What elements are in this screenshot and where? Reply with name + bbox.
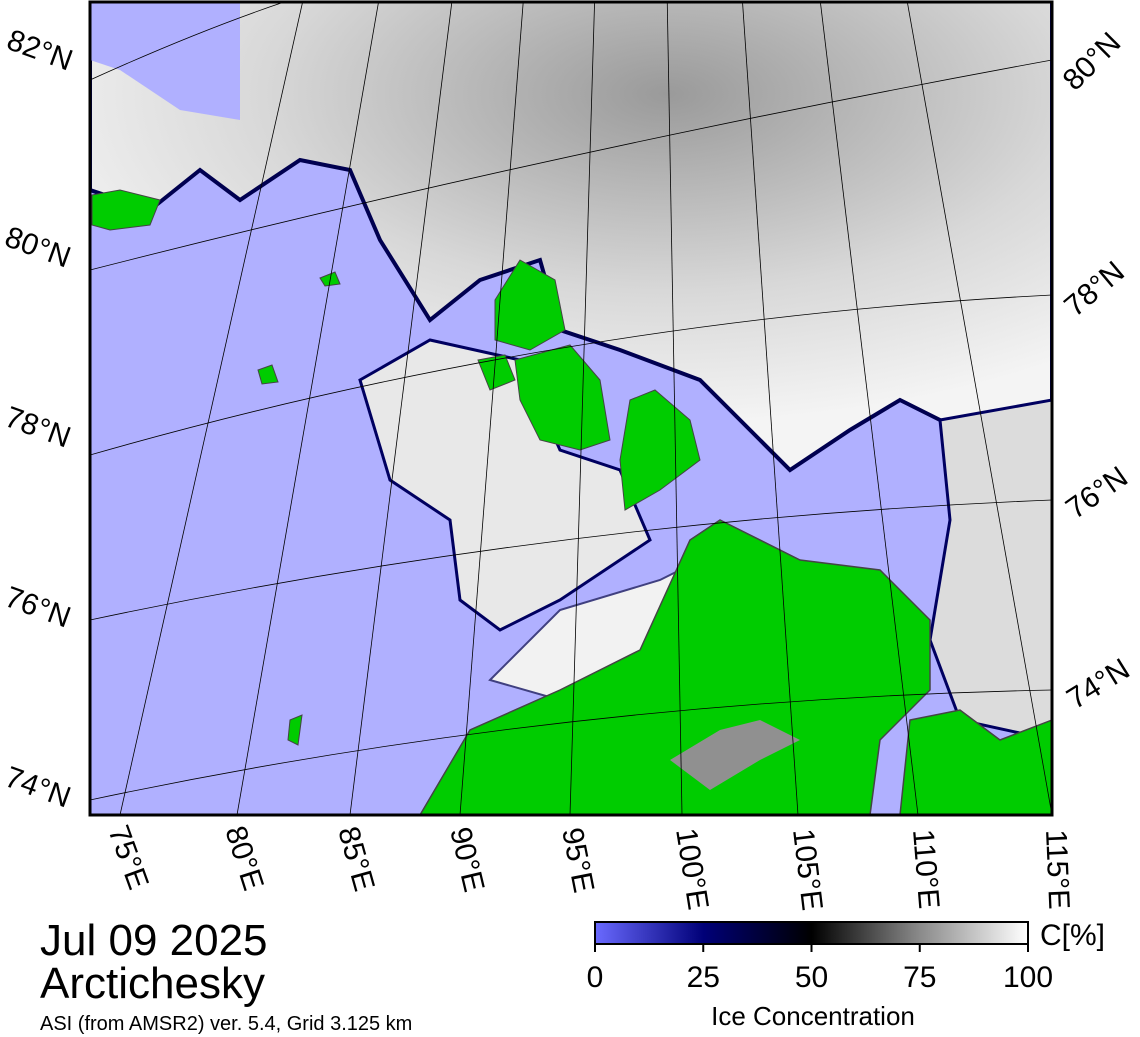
colorbar-tick-label: 100 [1003, 961, 1053, 994]
lat-label: 78°N [1058, 255, 1131, 323]
lon-label: 110°E [906, 828, 945, 910]
lon-label: 90°E [443, 824, 490, 895]
island [287, 714, 303, 746]
colorbar-tick-label: 25 [687, 961, 720, 994]
lon-label: 115°E [1039, 829, 1075, 910]
island [619, 389, 701, 511]
island [494, 259, 566, 351]
lat-label: 78°N [1, 401, 75, 455]
lat-label: 76°N [1, 581, 75, 635]
lon-label: 105°E [786, 827, 828, 912]
lat-label: 80°N [1, 221, 75, 275]
island [257, 364, 279, 385]
lat-label: 82°N [3, 24, 77, 78]
land [899, 709, 1052, 815]
island [514, 344, 611, 451]
land-taymyr [419, 519, 931, 815]
lat-label: 80°N [1057, 26, 1128, 97]
lon-label: 85°E [331, 823, 380, 895]
colorbar [594, 921, 1029, 945]
lat-label: 74°N [1, 761, 75, 815]
lon-label: 80°E [218, 822, 269, 894]
lon-labels: 75°E 80°E 85°E 90°E 95°E 100°E 105°E 110°E 115°E [101, 821, 1075, 912]
colorbar-ticks: 0 25 50 75 100 [587, 944, 1053, 994]
colorbar-unit: C[%] [1040, 919, 1105, 952]
source: ASI (from AMSR2) ver. 5.4, Grid 3.125 km [40, 1013, 412, 1035]
region: Arctichesky [40, 959, 265, 1008]
date: Jul 09 2025 [40, 916, 268, 965]
lon-label: 100°E [669, 826, 714, 912]
lon-label: 75°E [101, 821, 154, 894]
lat-label: 76°N [1060, 460, 1134, 525]
map-frame [88, 0, 1054, 817]
sea-ice [928, 398, 1052, 742]
lake [670, 720, 800, 790]
lat-label: 74°N [1061, 652, 1135, 716]
lon-label: 95°E [555, 825, 600, 896]
open-water [90, 2, 240, 120]
colorbar-tick-label: 0 [587, 961, 604, 994]
map-area [90, 2, 1052, 815]
colorbar-tick-label: 75 [903, 961, 936, 994]
colorbar-label: Ice Concentration [711, 1001, 915, 1031]
graticule [90, 2, 1052, 815]
island [91, 189, 161, 231]
colorbar-tick-label: 50 [795, 961, 828, 994]
